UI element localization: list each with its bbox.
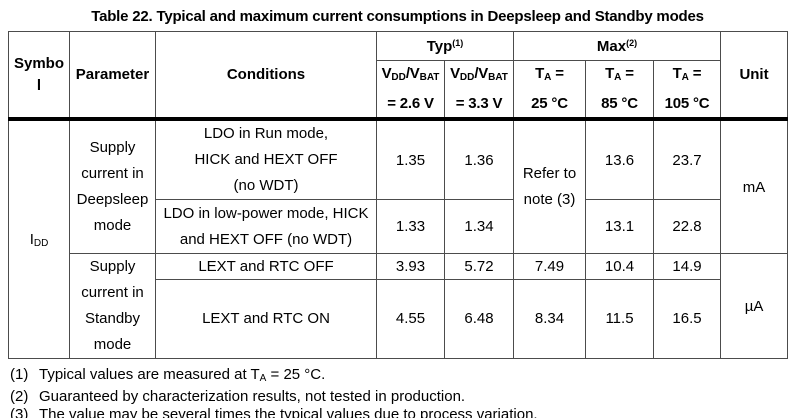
footnote-2: (2) Guaranteed by characterization result… — [10, 388, 466, 405]
col-header-max-105c: TA = 105 °C — [652, 60, 722, 121]
col-group-typ: Typ(1) — [376, 31, 514, 61]
symbol-idd: IDD — [8, 118, 70, 359]
value-cell: 16.5 — [652, 278, 722, 360]
value-cell: 1.35 — [376, 118, 445, 200]
unit-ma: mA — [720, 118, 789, 254]
col-header-typ-2v6: VDD/VBAT = 2.6 V — [376, 60, 445, 121]
col-group-max: Max(2) — [512, 31, 722, 61]
table-row: Supply current in Standby mode LEXT and … — [9, 253, 789, 359]
col-header-conditions: Conditions — [155, 31, 377, 121]
value-cell: 14.9 — [652, 253, 722, 280]
value-cell: 11.5 — [585, 278, 654, 360]
footnote-1: (1) Typical values are measured at TA = 2… — [10, 366, 326, 384]
value-cell: 7.49 — [513, 253, 586, 280]
col-header-max-85c: TA = 85 °C — [585, 60, 654, 121]
col-header-unit: Unit — [720, 31, 789, 121]
value-cell: 13.1 — [585, 199, 654, 254]
value-cell: 1.36 — [444, 118, 514, 200]
value-cell: 1.33 — [376, 199, 445, 254]
footnote-3: (3) The value may be several times the ty… — [10, 406, 538, 418]
value-cell: 13.6 — [585, 118, 654, 200]
value-cell: 3.93 — [376, 253, 445, 280]
condition-lext-rtc-on: LEXT and RTC ON — [155, 278, 377, 360]
current-consumption-table: Symbol Parameter Conditions Typ(1) Max(2… — [8, 31, 789, 360]
value-cell: 1.34 — [444, 199, 514, 254]
refer-note-cell: Refer to note (3) — [513, 118, 586, 254]
value-cell: 4.55 — [376, 278, 445, 360]
table-row: IDD Supply current in Deepsleep mode LDO… — [8, 118, 789, 359]
col-header-symbol: Symbol — [8, 31, 70, 121]
table-title: Table 22. Typical and maximum current co… — [91, 8, 704, 25]
condition-lext-rtc-off: LEXT and RTC OFF — [155, 253, 377, 280]
table-row: LDO in low-power mode, HICK and HEXT OFF… — [9, 199, 788, 254]
max-footnote-ref: (2) — [626, 37, 638, 48]
footnotes: (1) Typical values are measured at TA = 2… — [10, 366, 795, 418]
col-header-parameter: Parameter — [69, 31, 156, 121]
value-cell: 8.34 — [513, 278, 586, 360]
value-cell: 22.8 — [652, 199, 722, 254]
value-cell: 5.72 — [444, 253, 514, 280]
parameter-standby: Supply current in Standby mode — [69, 253, 156, 359]
col-header-typ-3v3: VDD/VBAT = 3.3 V — [444, 60, 514, 121]
value-cell: 6.48 — [444, 278, 514, 360]
value-cell: 23.7 — [652, 118, 722, 200]
condition-ldo-lowpower: LDO in low-power mode, HICK and HEXT OFF… — [155, 199, 377, 254]
value-cell: 10.4 — [585, 253, 654, 280]
col-header-max-25c: TA = 25 °C — [513, 60, 586, 121]
parameter-deepsleep: Supply current in Deepsleep mode — [69, 118, 156, 254]
table-row: LEXT and RTC ON 4.55 6.48 8.34 11.5 16.5 — [9, 278, 788, 360]
typ-footnote-ref: (1) — [452, 37, 464, 48]
condition-ldo-run: LDO in Run mode, HICK and HEXT OFF (no W… — [155, 118, 377, 200]
unit-ua: µA — [720, 253, 789, 359]
